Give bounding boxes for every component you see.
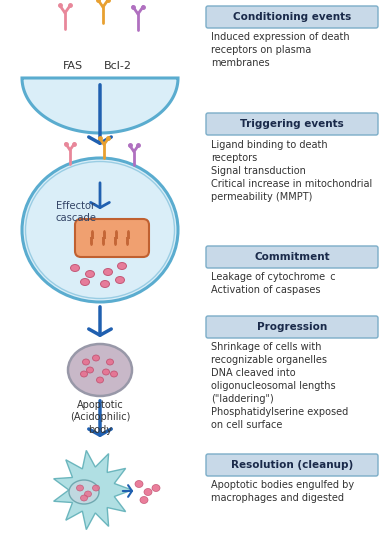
Ellipse shape: [103, 269, 112, 276]
FancyBboxPatch shape: [206, 113, 378, 135]
Text: Apoptotic
(Acidophilic)
body: Apoptotic (Acidophilic) body: [70, 400, 130, 435]
FancyBboxPatch shape: [75, 219, 149, 257]
Text: FAS: FAS: [63, 61, 83, 71]
Ellipse shape: [22, 158, 178, 302]
Ellipse shape: [140, 497, 148, 504]
Ellipse shape: [83, 359, 90, 365]
Ellipse shape: [117, 262, 127, 270]
Ellipse shape: [135, 481, 143, 488]
Ellipse shape: [107, 359, 113, 365]
Text: Commitment: Commitment: [254, 252, 330, 262]
Text: Bcl-2: Bcl-2: [104, 61, 132, 71]
Ellipse shape: [69, 480, 99, 504]
FancyBboxPatch shape: [206, 246, 378, 268]
Text: Conditioning events: Conditioning events: [233, 12, 351, 22]
Text: Shrinkage of cells with
recognizable organelles
DNA cleaved into
oligonucleosoma: Shrinkage of cells with recognizable org…: [211, 342, 348, 430]
Text: Apoptotic bodies engulfed by
macrophages and digested: Apoptotic bodies engulfed by macrophages…: [211, 480, 354, 503]
Ellipse shape: [103, 369, 110, 375]
Text: Induced expression of death
receptors on plasma
membranes: Induced expression of death receptors on…: [211, 32, 350, 68]
Ellipse shape: [68, 344, 132, 396]
FancyBboxPatch shape: [206, 316, 378, 338]
Ellipse shape: [100, 280, 110, 287]
Polygon shape: [54, 450, 132, 530]
Text: Ligand binding to death
receptors
Signal transduction
Critical increase in mitoc: Ligand binding to death receptors Signal…: [211, 140, 372, 202]
Ellipse shape: [115, 277, 125, 284]
Ellipse shape: [81, 495, 88, 501]
Ellipse shape: [144, 489, 152, 496]
Text: Progression: Progression: [257, 322, 327, 332]
Ellipse shape: [93, 355, 100, 361]
Ellipse shape: [96, 377, 103, 383]
Text: Triggering events: Triggering events: [240, 119, 344, 129]
Ellipse shape: [85, 491, 91, 497]
Ellipse shape: [152, 484, 160, 491]
Ellipse shape: [76, 485, 83, 491]
FancyBboxPatch shape: [206, 454, 378, 476]
Ellipse shape: [71, 264, 80, 271]
Text: Leakage of cytochrome  c
Activation of caspases: Leakage of cytochrome c Activation of ca…: [211, 272, 335, 295]
FancyBboxPatch shape: [206, 6, 378, 28]
Text: Effector
cascade: Effector cascade: [56, 201, 96, 223]
Polygon shape: [22, 78, 178, 133]
Ellipse shape: [110, 371, 117, 377]
Text: Resolution (cleanup): Resolution (cleanup): [231, 460, 353, 470]
Ellipse shape: [86, 271, 95, 278]
Ellipse shape: [81, 371, 88, 377]
Ellipse shape: [93, 485, 100, 491]
Ellipse shape: [81, 279, 90, 286]
Ellipse shape: [86, 367, 93, 373]
